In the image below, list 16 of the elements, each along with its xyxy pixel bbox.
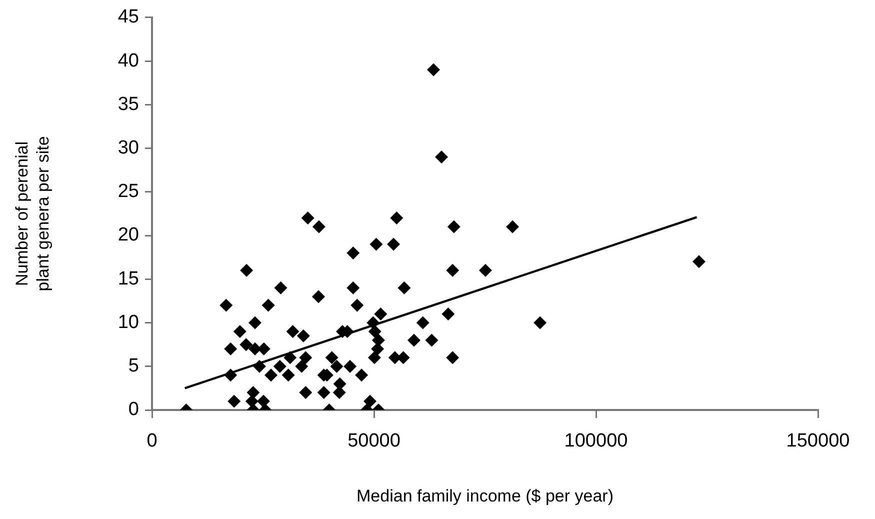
x-tick-label: 150000: [786, 430, 850, 452]
x-tick-label: 0: [146, 430, 158, 452]
y-tick-label: 20: [118, 224, 139, 246]
y-tick-label: 30: [118, 138, 139, 158]
y-tick-label: 10: [118, 312, 139, 333]
y-axis-title: Number of perenial plant genera per site: [12, 136, 53, 292]
y-tick-label: 5: [128, 356, 139, 377]
y-tick-label: 40: [118, 50, 139, 72]
x-tick-label: 50000: [348, 430, 400, 452]
x-tick-label: 100000: [564, 430, 628, 452]
y-tick-label: 0: [128, 399, 139, 420]
y-tick-label: 25: [118, 181, 139, 202]
y-tick-label: 45: [118, 6, 139, 28]
x-axis-title: Median family income ($ per year): [356, 486, 614, 506]
y-tick-label: 15: [118, 268, 139, 290]
y-tick-label: 35: [118, 94, 139, 115]
